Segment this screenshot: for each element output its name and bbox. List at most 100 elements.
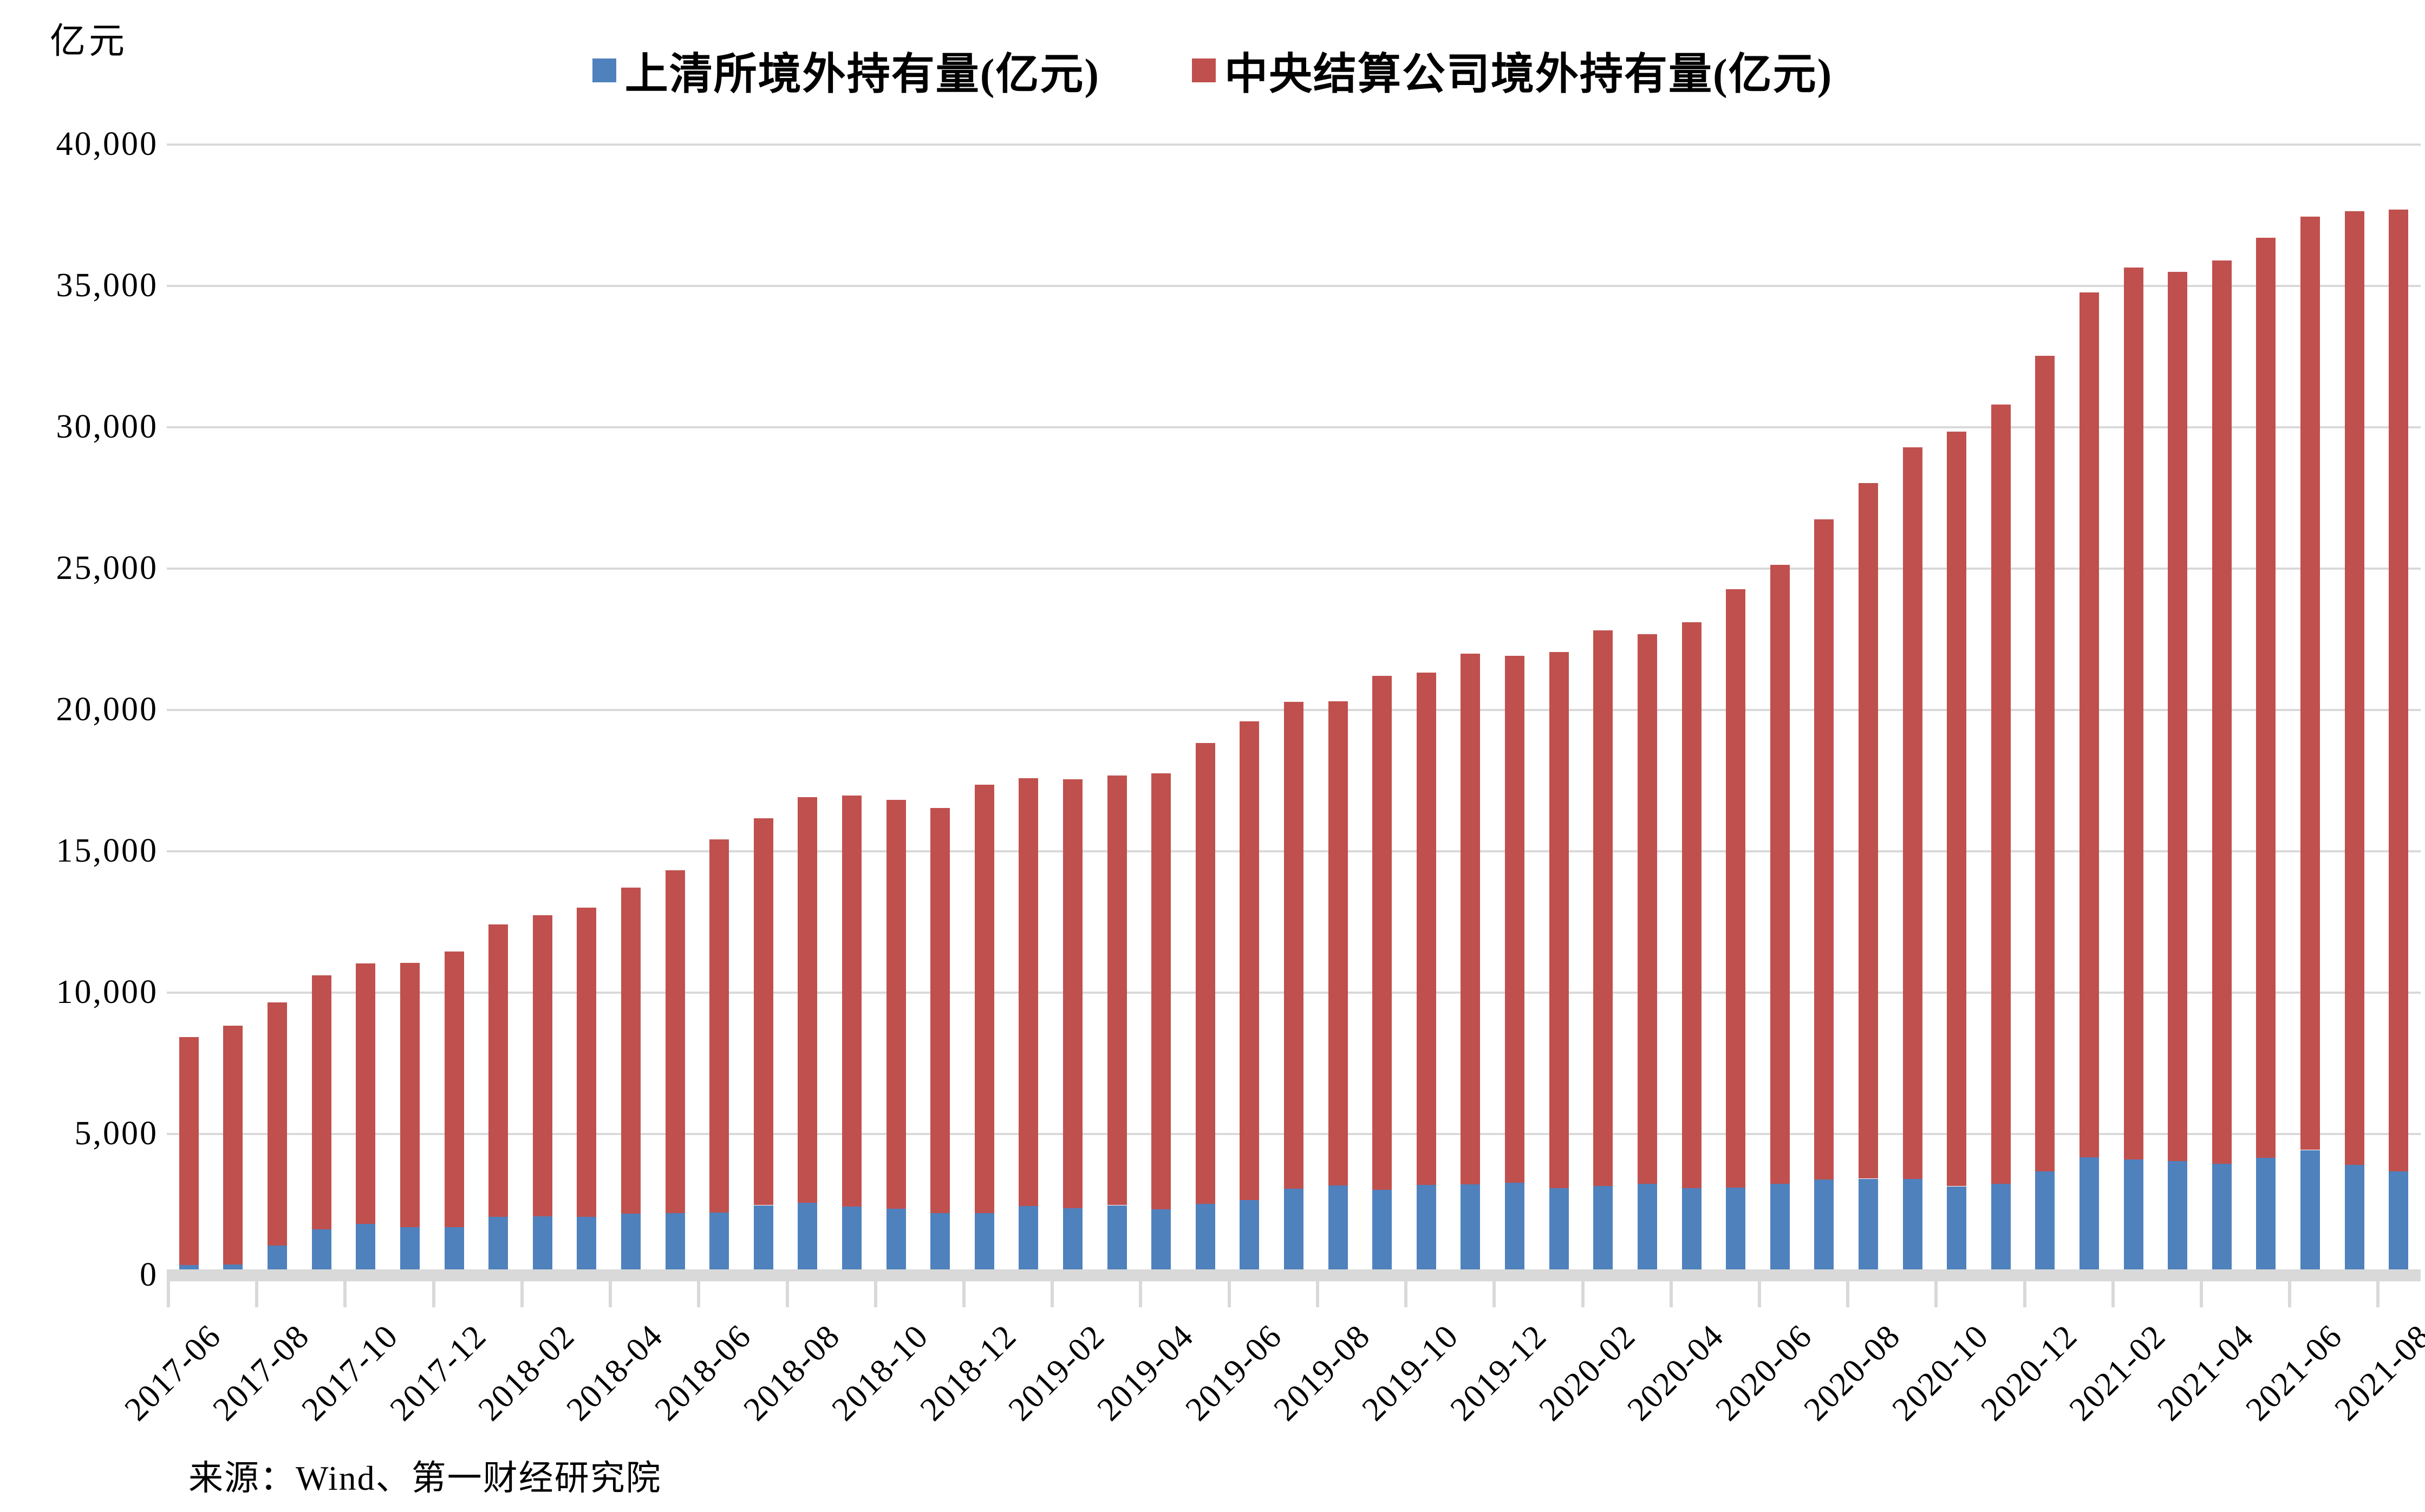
x-axis-tick	[1669, 1281, 1673, 1307]
bar-segment-shch	[1858, 1178, 1878, 1275]
chart-legend: 上清所境外持有量(亿元) 中央结算公司境外持有量(亿元)	[0, 39, 2425, 102]
x-axis-tick-label: 2019-12	[1443, 1317, 1554, 1428]
bar-segment-ccdc	[842, 795, 862, 1207]
y-axis-tick-label: 25,000	[56, 550, 158, 586]
y-axis-unit-label: 亿元	[50, 22, 128, 61]
bar-segment-ccdc	[1681, 622, 1702, 1189]
x-axis-tick	[1846, 1281, 1850, 1307]
bar-segment-shch	[753, 1205, 773, 1275]
legend-label-shch: 上清所境外持有量(亿元)	[624, 51, 1100, 99]
x-axis-tick-label: 2019-08	[1267, 1317, 1378, 1428]
legend-item-ccdc: 中央结算公司境外持有量(亿元)	[1192, 39, 1833, 102]
bar-segment-ccdc	[2123, 268, 2143, 1159]
bar-segment-shch	[974, 1213, 994, 1275]
bar-segment-shch	[1107, 1205, 1127, 1275]
x-axis-line	[167, 1269, 2421, 1281]
bar-segment-ccdc	[2079, 292, 2099, 1157]
bar-segment-ccdc	[2168, 271, 2188, 1162]
bar-segment-ccdc	[356, 963, 376, 1224]
bar-segment-ccdc	[1461, 653, 1481, 1185]
bar-segment-shch	[356, 1224, 376, 1275]
bar-segment-shch	[1947, 1186, 1967, 1275]
bar-segment-shch	[2300, 1150, 2320, 1275]
bar-segment-shch	[1593, 1186, 1613, 1275]
bar-segment-ccdc	[577, 908, 597, 1217]
bar-segment-ccdc	[665, 870, 685, 1214]
bar-segment-shch	[930, 1213, 950, 1275]
source-note: 来源：Wind、第一财经研究院	[188, 1459, 662, 1497]
bar-segment-ccdc	[179, 1037, 199, 1266]
bar-segment-ccdc	[444, 951, 464, 1227]
gridline	[167, 285, 2421, 287]
bar-segment-ccdc	[1902, 447, 1922, 1179]
x-axis-tick	[432, 1281, 435, 1307]
bar-segment-ccdc	[709, 839, 729, 1213]
legend-swatch-red-icon	[1192, 58, 1216, 82]
bar-segment-ccdc	[1858, 483, 1878, 1179]
bar-segment-shch	[2035, 1171, 2055, 1275]
x-axis-tick-label: 2018-02	[471, 1317, 582, 1428]
x-axis-tick	[609, 1281, 612, 1307]
bar-segment-shch	[1151, 1209, 1171, 1275]
bar-segment-shch	[886, 1209, 906, 1275]
bar-segment-ccdc	[1770, 564, 1790, 1184]
bar-segment-shch	[665, 1213, 685, 1275]
bar-segment-shch	[1814, 1179, 1834, 1275]
y-axis-tick-label: 30,000	[56, 408, 158, 445]
x-axis-tick	[697, 1281, 701, 1307]
bar-segment-shch	[798, 1203, 818, 1275]
gridline	[167, 568, 2421, 570]
bar-segment-ccdc	[1372, 676, 1392, 1190]
bar-segment-shch	[400, 1227, 420, 1275]
bar-segment-shch	[709, 1212, 729, 1275]
bar-segment-ccdc	[974, 785, 994, 1213]
bar-segment-ccdc	[2300, 217, 2320, 1150]
x-axis-tick	[520, 1281, 524, 1307]
legend-label-ccdc: 中央结算公司境外持有量(亿元)	[1224, 51, 1833, 99]
x-axis-tick	[962, 1281, 966, 1307]
bar-segment-shch	[1328, 1185, 1348, 1275]
bar-segment-shch	[1549, 1188, 1569, 1275]
x-axis-tick-label: 2020-02	[1531, 1317, 1643, 1428]
bar-segment-ccdc	[1726, 589, 1746, 1188]
bar-segment-shch	[2344, 1165, 2364, 1275]
bar-segment-shch	[2256, 1157, 2276, 1275]
bar-segment-shch	[621, 1214, 641, 1275]
x-axis-tick-label: 2021-04	[2150, 1317, 2261, 1428]
bar-segment-ccdc	[1505, 656, 1524, 1183]
y-axis-tick-label: 0	[140, 1256, 158, 1293]
x-axis-tick	[1404, 1281, 1407, 1307]
x-axis-tick-label: 2021-02	[2062, 1317, 2173, 1428]
x-axis-tick-label: 2017-08	[206, 1317, 317, 1428]
x-axis-tick	[785, 1281, 789, 1307]
x-axis-tick-label: 2020-10	[1885, 1317, 1996, 1428]
x-axis-tick-label: 2018-10	[825, 1317, 936, 1428]
x-axis-tick	[1051, 1281, 1054, 1307]
bar-segment-ccdc	[1195, 742, 1215, 1204]
bar-segment-shch	[1195, 1203, 1215, 1275]
bar-segment-ccdc	[621, 888, 641, 1214]
bar-segment-ccdc	[886, 799, 906, 1209]
x-axis-tick	[1139, 1281, 1143, 1307]
bar-segment-ccdc	[1416, 673, 1436, 1185]
legend-item-shch: 上清所境外持有量(亿元)	[592, 39, 1100, 102]
bar-segment-shch	[1372, 1189, 1392, 1275]
x-axis-tick-label: 2018-08	[736, 1317, 848, 1428]
bar-segment-shch	[1284, 1189, 1303, 1275]
bar-segment-ccdc	[1593, 630, 1613, 1187]
x-axis-tick	[343, 1281, 347, 1307]
x-axis-tick-label: 2018-04	[559, 1317, 670, 1428]
x-axis-tick	[2376, 1281, 2380, 1307]
gridline	[167, 144, 2421, 146]
bar-segment-shch	[1902, 1179, 1922, 1275]
x-axis-tick	[1315, 1281, 1319, 1307]
bar-segment-shch	[577, 1216, 597, 1275]
bar-segment-ccdc	[532, 915, 552, 1216]
x-axis-tick-label: 2020-04	[1620, 1317, 1731, 1428]
x-axis-tick	[1581, 1281, 1585, 1307]
y-axis-tick-label: 5,000	[74, 1115, 158, 1152]
x-axis-tick-label: 2020-12	[1973, 1317, 2085, 1428]
y-axis-tick-label: 10,000	[56, 974, 158, 1011]
bar-segment-shch	[1991, 1183, 2011, 1275]
x-axis-tick	[1757, 1281, 1761, 1307]
